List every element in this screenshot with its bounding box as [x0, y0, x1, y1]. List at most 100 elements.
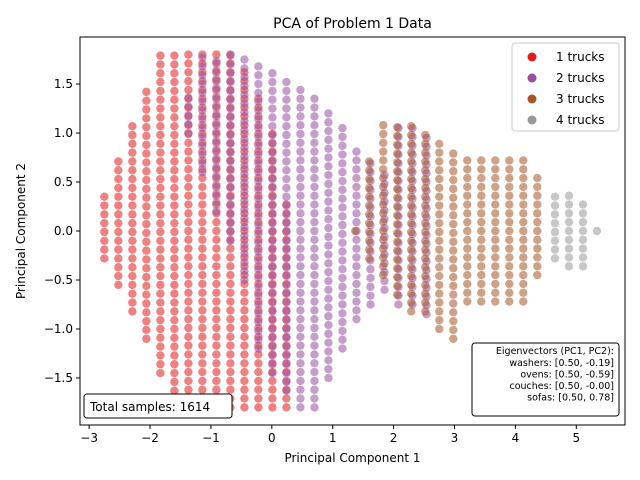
data-point [578, 200, 588, 209]
data-point [212, 367, 221, 377]
data-point [254, 247, 263, 256]
data-point [184, 68, 193, 77]
data-point [338, 238, 347, 247]
data-point [352, 182, 361, 192]
data-point [240, 306, 249, 315]
data-point [254, 220, 263, 230]
data-point [240, 297, 249, 306]
data-point [282, 130, 291, 140]
data-point [407, 245, 416, 254]
data-point [184, 367, 193, 377]
data-point [477, 253, 486, 262]
data-point [128, 192, 137, 201]
data-point [184, 279, 193, 289]
data-point [421, 210, 430, 219]
data-point [564, 244, 574, 253]
data-point [156, 130, 165, 140]
data-point [338, 123, 347, 133]
data-point [156, 77, 165, 87]
data-point [170, 166, 179, 175]
data-point [324, 241, 333, 250]
data-point [296, 359, 305, 368]
data-point [379, 244, 388, 253]
data-point [449, 316, 458, 326]
data-point [505, 279, 514, 289]
data-point [393, 290, 402, 299]
data-point [156, 271, 165, 281]
data-point [564, 226, 574, 236]
data-point [550, 245, 560, 254]
data-point [198, 62, 207, 71]
data-point [156, 289, 165, 298]
data-point [407, 210, 416, 219]
legend-marker [527, 52, 537, 62]
data-point [282, 271, 291, 281]
data-point [491, 226, 500, 236]
data-point [156, 342, 165, 351]
data-point [296, 182, 305, 192]
data-point [379, 235, 388, 245]
data-point [421, 218, 430, 228]
data-point [156, 69, 165, 78]
data-point [282, 333, 291, 342]
data-point [240, 152, 249, 161]
data-point [310, 138, 319, 148]
data-point [254, 385, 263, 394]
data-point [142, 219, 151, 229]
data-point [352, 297, 361, 306]
data-point [505, 262, 514, 271]
data-point [156, 333, 165, 342]
data-point [268, 280, 277, 290]
data-point [198, 270, 207, 280]
data-point [198, 288, 207, 297]
data-point [100, 218, 109, 228]
data-point [240, 341, 249, 350]
data-point [212, 207, 221, 216]
data-point [212, 171, 221, 181]
data-point [198, 88, 207, 98]
data-point [142, 237, 151, 246]
data-point [282, 121, 291, 131]
data-point [338, 150, 347, 159]
data-point [296, 306, 305, 315]
data-point [324, 267, 333, 277]
data-point [100, 245, 109, 254]
data-point [268, 148, 277, 157]
data-point [170, 368, 179, 378]
data-point [352, 217, 361, 227]
data-point [421, 263, 430, 272]
data-point [310, 112, 319, 121]
data-point [254, 194, 263, 203]
data-point [170, 69, 179, 78]
data-point [324, 215, 333, 224]
data-point [463, 226, 472, 236]
total-box-frame [83, 393, 233, 419]
data-point [156, 104, 165, 113]
data-point [170, 236, 179, 245]
data-point [142, 140, 151, 149]
data-point [198, 297, 207, 306]
data-point [379, 173, 388, 183]
data-point [310, 367, 319, 377]
data-point [449, 272, 458, 282]
data-point [212, 101, 221, 110]
data-point [128, 307, 137, 316]
data-point [296, 156, 305, 165]
data-point [365, 254, 374, 263]
data-point [226, 77, 235, 87]
data-point [156, 280, 165, 290]
data-point [296, 367, 305, 377]
data-point [212, 74, 221, 84]
data-point [310, 209, 319, 218]
data-point [352, 165, 361, 174]
data-point [254, 141, 263, 150]
data-point [128, 289, 137, 298]
data-point [282, 254, 291, 263]
data-point [268, 104, 277, 113]
series-3 [351, 120, 542, 343]
data-point [170, 183, 179, 193]
data-point [198, 226, 207, 236]
x-tick-label: 1 [329, 431, 337, 445]
data-point [198, 209, 207, 218]
data-point [352, 200, 361, 209]
